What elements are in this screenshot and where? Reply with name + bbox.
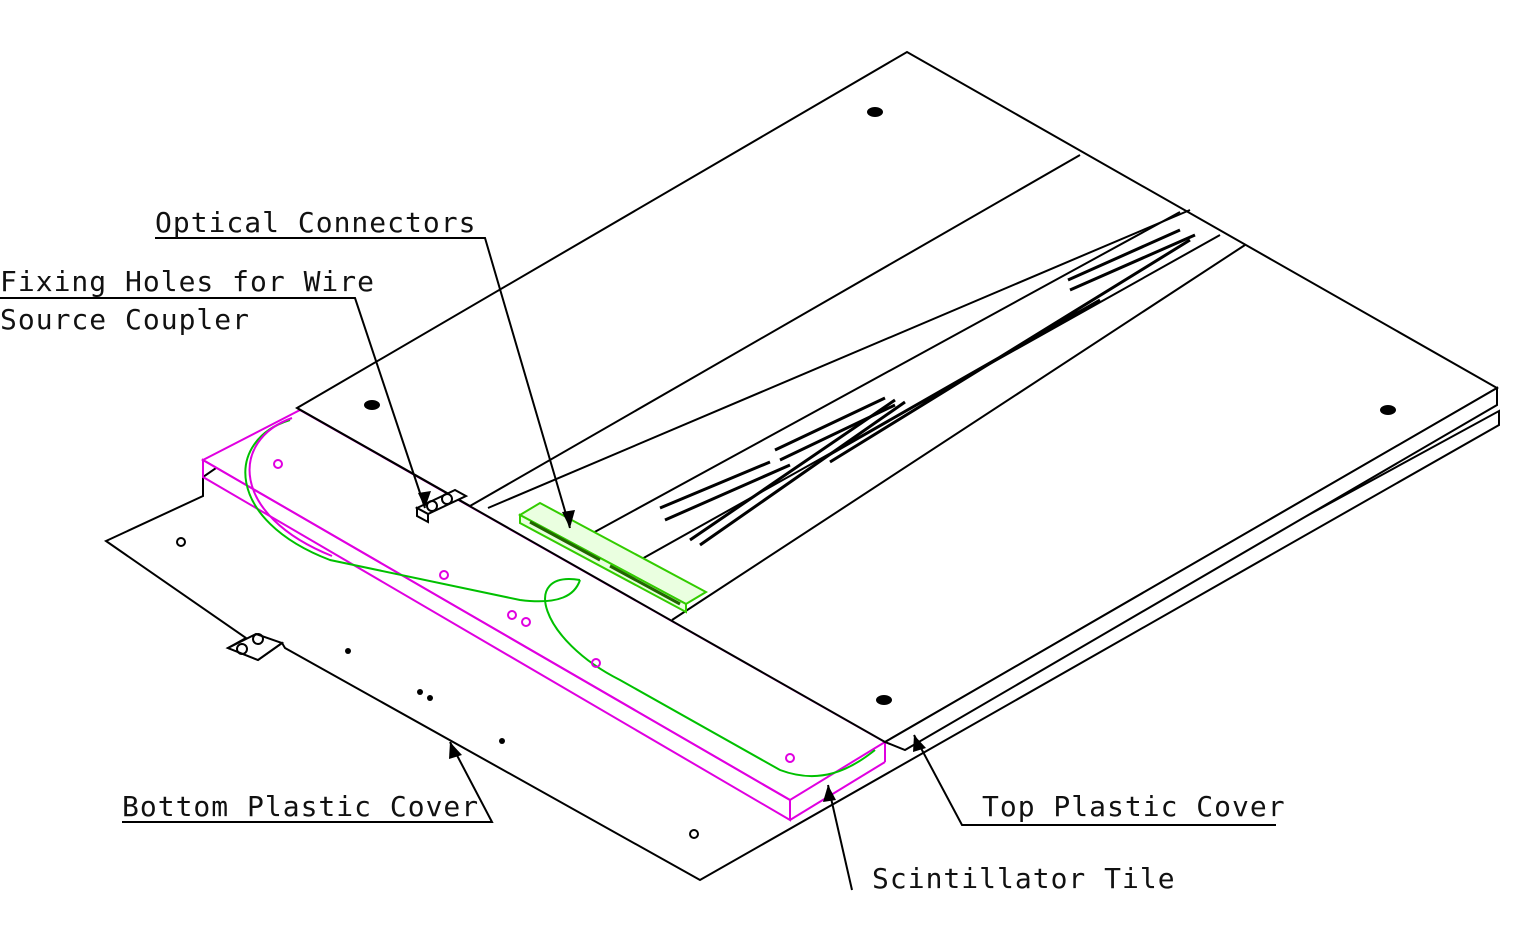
arrow-heads xyxy=(418,491,926,802)
top-cover-edge xyxy=(882,386,1498,752)
wls-fibers xyxy=(659,228,1196,547)
label-bottom-plastic-cover: Bottom Plastic Cover xyxy=(122,790,480,823)
fiber-grooves xyxy=(244,417,876,778)
label-fixing-holes-1: Fixing Holes for Wire xyxy=(0,265,376,298)
bottom-tab xyxy=(225,632,285,662)
leader-optical xyxy=(155,237,571,529)
optical-connectors xyxy=(517,501,709,614)
label-fixing-holes-2: Source Coupler xyxy=(0,303,251,336)
wire-source-coupler xyxy=(414,488,469,524)
leader-scint xyxy=(827,784,853,891)
channel-grooves xyxy=(296,154,1246,621)
label-optical-connectors: Optical Connectors xyxy=(155,206,477,239)
label-scintillator-tile: Scintillator Tile xyxy=(872,862,1176,895)
label-top-plastic-cover: Top Plastic Cover xyxy=(982,790,1286,823)
bottom-holes xyxy=(176,537,699,839)
cover-holes xyxy=(364,107,1396,705)
leader-lines xyxy=(0,237,1276,891)
tile-dots xyxy=(273,459,795,763)
leader-top xyxy=(913,734,1276,826)
leader-bottom xyxy=(122,741,494,823)
leader-fixing xyxy=(0,297,426,509)
